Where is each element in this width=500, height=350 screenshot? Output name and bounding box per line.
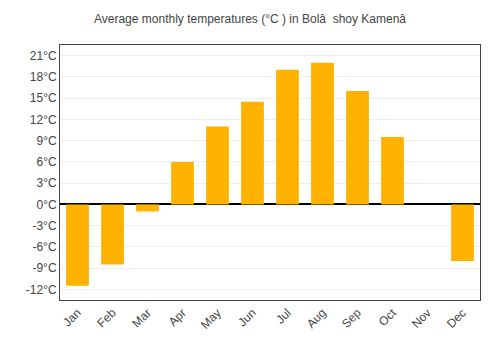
svg-text:Jul: Jul xyxy=(273,306,294,327)
svg-text:0°C: 0°C xyxy=(36,198,56,212)
svg-text:Oct: Oct xyxy=(376,305,400,329)
svg-text:Jan: Jan xyxy=(60,306,84,330)
svg-text:9°C: 9°C xyxy=(36,134,56,148)
svg-text:Sep: Sep xyxy=(339,306,364,331)
svg-text:21°C: 21°C xyxy=(30,49,57,63)
svg-text:Mar: Mar xyxy=(129,306,154,331)
svg-text:May: May xyxy=(198,306,224,332)
svg-text:6°C: 6°C xyxy=(36,155,56,169)
svg-text:18°C: 18°C xyxy=(30,70,57,84)
svg-text:Feb: Feb xyxy=(94,306,119,331)
svg-text:Average monthly temperatures (: Average monthly temperatures (°C ) in Bo… xyxy=(94,12,406,26)
svg-text:12°C: 12°C xyxy=(30,113,57,127)
svg-text:Nov: Nov xyxy=(409,306,434,331)
svg-text:15°C: 15°C xyxy=(30,91,57,105)
svg-text:Jun: Jun xyxy=(235,306,259,330)
svg-text:-3°C: -3°C xyxy=(32,219,56,233)
svg-text:-12°C: -12°C xyxy=(26,283,57,297)
svg-text:Aug: Aug xyxy=(304,306,329,331)
svg-text:-6°C: -6°C xyxy=(32,240,56,254)
svg-text:3°C: 3°C xyxy=(36,176,56,190)
svg-text:-9°C: -9°C xyxy=(32,261,56,275)
svg-text:Apr: Apr xyxy=(166,306,189,329)
svg-text:Dec: Dec xyxy=(444,306,469,331)
